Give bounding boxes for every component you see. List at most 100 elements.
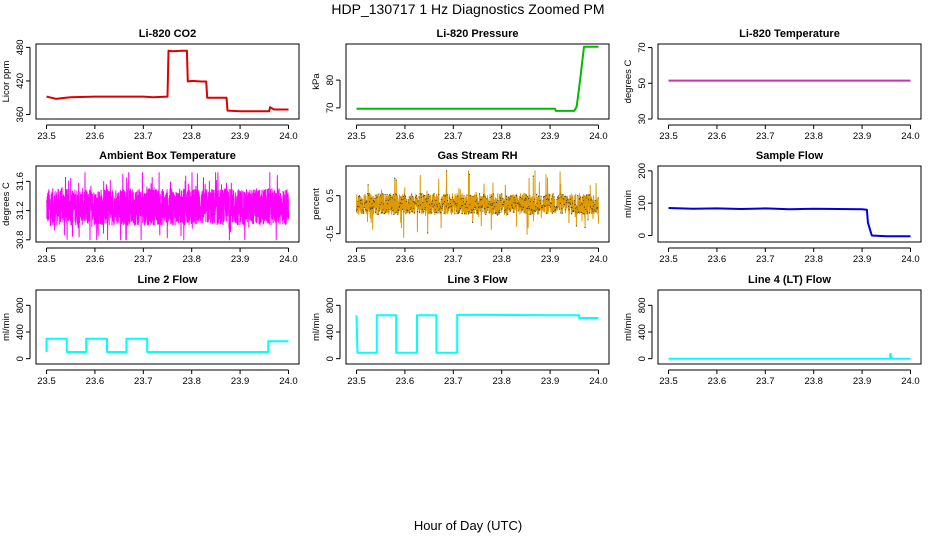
series-point — [570, 203, 572, 205]
x-tick-label: 23.6 — [86, 254, 105, 265]
y-tick-label: 30 — [637, 114, 648, 125]
x-tick-label: 23.6 — [708, 131, 727, 142]
series-point — [536, 202, 538, 204]
series-point — [576, 206, 578, 208]
series-point — [491, 202, 493, 204]
series-point — [415, 196, 417, 198]
series-point — [582, 196, 584, 198]
series-point — [455, 203, 457, 205]
series-point — [425, 199, 427, 201]
panel-frame — [657, 43, 922, 120]
series-point — [585, 208, 587, 210]
series-point — [526, 196, 528, 198]
series-point — [571, 202, 573, 204]
series-point — [460, 198, 462, 200]
series-point — [541, 206, 543, 208]
series-point — [462, 197, 464, 199]
panel-frame — [35, 289, 300, 365]
panel-title: Sample Flow — [756, 150, 824, 162]
panel-frame — [345, 165, 610, 243]
series-point — [448, 207, 450, 209]
series-point — [537, 208, 539, 210]
series-point — [535, 209, 537, 211]
series-point — [421, 209, 423, 211]
series-point — [545, 199, 547, 201]
series-point — [411, 211, 413, 213]
series-point — [539, 208, 541, 210]
series-point — [395, 179, 397, 181]
series-point — [583, 199, 585, 201]
series-point — [527, 198, 529, 200]
series-point — [560, 212, 562, 214]
series-point — [596, 207, 598, 209]
series-point — [465, 206, 467, 208]
series-point — [585, 197, 587, 199]
series-point — [560, 196, 562, 198]
series-point — [497, 211, 499, 213]
series-point — [569, 198, 571, 200]
series-point — [517, 202, 519, 204]
series-point — [565, 195, 567, 197]
x-tick-label: 23.6 — [86, 131, 105, 142]
x-tick-label: 23.9 — [541, 131, 560, 142]
series-point — [389, 198, 391, 200]
series-point — [370, 208, 372, 210]
series-point — [554, 209, 556, 211]
series-point — [390, 197, 392, 199]
series-point — [460, 208, 462, 210]
series-point — [358, 195, 360, 197]
series-point — [449, 206, 451, 208]
series-point — [421, 193, 423, 195]
panel-3: Li-820 Temperature 23.5 23.6 23.7 23.8 23.9 24… — [623, 28, 922, 142]
y-axis-label: degrees C — [623, 59, 634, 103]
x-tick-label: 24.0 — [901, 131, 920, 142]
series-point — [504, 210, 506, 212]
series-point — [501, 197, 503, 199]
series-point — [544, 205, 546, 207]
y-axis-label: ml/min — [623, 190, 634, 218]
series-point — [564, 195, 566, 197]
x-tick-label: 23.8 — [804, 254, 823, 265]
series-point — [587, 199, 589, 201]
series-point — [566, 196, 568, 198]
series-point — [475, 195, 477, 197]
series-point — [366, 201, 368, 203]
series-point — [364, 202, 366, 204]
series-point — [582, 213, 584, 215]
series-point — [434, 211, 436, 213]
panel-4: Ambient Box Temperature 23.5 23.6 23.7 23.8 2… — [1, 150, 300, 265]
x-tick-label: 23.8 — [182, 376, 201, 387]
series-point — [385, 199, 387, 201]
series-point — [438, 202, 440, 204]
series-point — [483, 196, 485, 198]
series-point — [592, 210, 594, 212]
panel-title: Li-820 Temperature — [739, 28, 840, 40]
series-point — [521, 198, 523, 200]
series-point — [424, 209, 426, 211]
series-point — [553, 211, 555, 213]
series-point — [519, 204, 521, 206]
panel-title: Ambient Box Temperature — [99, 150, 236, 162]
series-point — [386, 209, 388, 211]
series-point — [574, 204, 576, 206]
y-tick-label: 0 — [325, 356, 336, 361]
x-axis-caption: Hour of Day (UTC) — [413, 518, 523, 533]
series-point — [513, 202, 515, 204]
series-point — [596, 208, 598, 210]
series-line — [355, 313, 599, 354]
series-point — [372, 206, 374, 208]
series-point — [532, 210, 534, 212]
series-point — [390, 208, 392, 210]
y-tick-label: 360 — [15, 107, 26, 123]
y-tick-label: 70 — [637, 42, 648, 53]
series-point — [417, 211, 419, 213]
series-point — [505, 195, 507, 197]
y-axis-label: degrees C — [1, 182, 12, 226]
series-point — [534, 198, 536, 200]
series-point — [486, 198, 488, 200]
series-point — [413, 201, 415, 203]
y-tick-label: 0 — [15, 356, 26, 361]
series-point — [423, 211, 425, 213]
series-point — [590, 199, 592, 201]
series-point — [495, 212, 497, 214]
